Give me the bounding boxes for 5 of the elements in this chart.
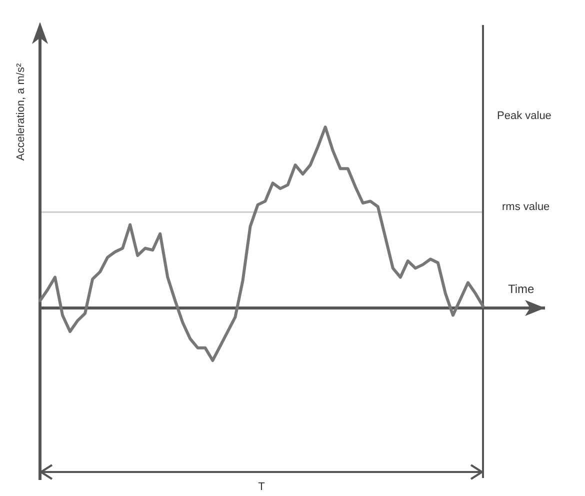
x-axis-title: Time (508, 282, 535, 296)
y-axis-title: Acceleration, a m/s² (15, 63, 27, 161)
text: T (258, 481, 266, 493)
text: Peak value (497, 110, 552, 122)
ref-line-label: rms value (502, 201, 550, 214)
